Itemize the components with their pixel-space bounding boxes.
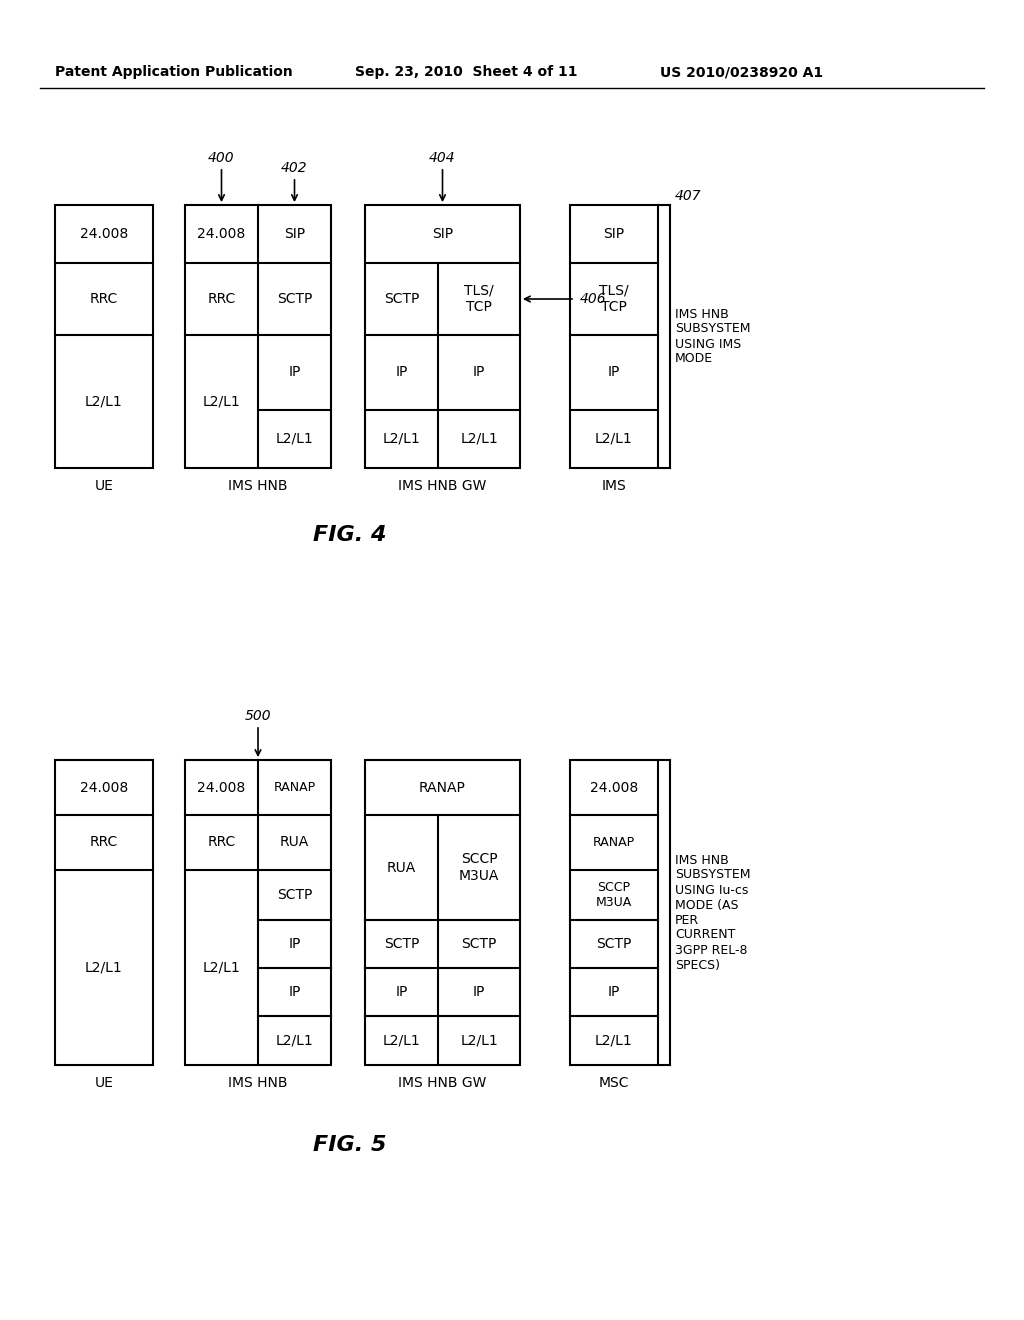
- Text: IP: IP: [473, 985, 485, 999]
- Text: IP: IP: [395, 366, 408, 380]
- Text: UE: UE: [94, 1076, 114, 1090]
- Text: L2/L1: L2/L1: [460, 1034, 498, 1048]
- Bar: [365, 760, 520, 1065]
- Text: Patent Application Publication: Patent Application Publication: [55, 65, 293, 79]
- Text: IP: IP: [289, 937, 301, 950]
- Text: UE: UE: [94, 479, 114, 492]
- Text: 500: 500: [245, 709, 271, 723]
- Text: SIP: SIP: [284, 227, 305, 242]
- Text: RRC: RRC: [208, 836, 236, 850]
- Text: SCTP: SCTP: [462, 937, 497, 950]
- Text: 24.008: 24.008: [198, 227, 246, 242]
- Bar: [570, 205, 658, 469]
- Text: IMS HNB
SUBSYSTEM
USING IMS
MODE: IMS HNB SUBSYSTEM USING IMS MODE: [675, 308, 751, 366]
- Text: SIP: SIP: [432, 227, 453, 242]
- Text: RANAP: RANAP: [593, 836, 635, 849]
- Text: SCCP
M3UA: SCCP M3UA: [459, 853, 499, 883]
- Text: IP: IP: [608, 985, 621, 999]
- Text: L2/L1: L2/L1: [203, 395, 241, 408]
- Text: L2/L1: L2/L1: [383, 432, 421, 446]
- Text: MSC: MSC: [599, 1076, 630, 1090]
- Text: 406: 406: [580, 292, 606, 306]
- Text: RRC: RRC: [90, 292, 118, 306]
- Text: 24.008: 24.008: [80, 780, 128, 795]
- Text: TLS/
TCP: TLS/ TCP: [464, 284, 494, 314]
- Bar: [55, 205, 153, 469]
- Bar: [185, 760, 331, 1065]
- Text: TLS/
TCP: TLS/ TCP: [599, 284, 629, 314]
- Text: SCTP: SCTP: [384, 292, 419, 306]
- Text: SCTP: SCTP: [276, 292, 312, 306]
- Text: 24.008: 24.008: [590, 780, 638, 795]
- Text: SCTP: SCTP: [384, 937, 419, 950]
- Bar: [570, 760, 658, 1065]
- Text: FIG. 5: FIG. 5: [313, 1135, 387, 1155]
- Text: RUA: RUA: [280, 836, 309, 850]
- Text: US 2010/0238920 A1: US 2010/0238920 A1: [660, 65, 823, 79]
- Text: SCTP: SCTP: [596, 937, 632, 950]
- Text: RANAP: RANAP: [273, 781, 315, 795]
- Text: L2/L1: L2/L1: [595, 432, 633, 446]
- Bar: [365, 205, 520, 469]
- Text: IMS HNB
SUBSYSTEM
USING Iu-cs
MODE (AS
PER
CURRENT
3GPP REL-8
SPECS): IMS HNB SUBSYSTEM USING Iu-cs MODE (AS P…: [675, 854, 751, 972]
- Bar: [55, 760, 153, 1065]
- Bar: [185, 205, 331, 469]
- Text: 404: 404: [429, 150, 456, 165]
- Text: IMS HNB: IMS HNB: [228, 1076, 288, 1090]
- Text: IMS HNB GW: IMS HNB GW: [398, 479, 486, 492]
- Text: SCCP
M3UA: SCCP M3UA: [596, 880, 632, 909]
- Text: RUA: RUA: [387, 861, 416, 874]
- Text: SCTP: SCTP: [276, 888, 312, 902]
- Text: L2/L1: L2/L1: [85, 395, 123, 408]
- Text: 24.008: 24.008: [198, 780, 246, 795]
- Text: RRC: RRC: [90, 836, 118, 850]
- Text: L2/L1: L2/L1: [383, 1034, 421, 1048]
- Text: Sep. 23, 2010  Sheet 4 of 11: Sep. 23, 2010 Sheet 4 of 11: [355, 65, 578, 79]
- Text: 402: 402: [282, 161, 308, 176]
- Text: L2/L1: L2/L1: [203, 961, 241, 974]
- Text: IP: IP: [289, 985, 301, 999]
- Text: L2/L1: L2/L1: [85, 961, 123, 974]
- Text: IP: IP: [608, 366, 621, 380]
- Text: L2/L1: L2/L1: [460, 432, 498, 446]
- Text: RANAP: RANAP: [419, 780, 466, 795]
- Text: RRC: RRC: [208, 292, 236, 306]
- Text: 24.008: 24.008: [80, 227, 128, 242]
- Text: L2/L1: L2/L1: [595, 1034, 633, 1048]
- Text: FIG. 4: FIG. 4: [313, 525, 387, 545]
- Text: 407: 407: [675, 189, 701, 203]
- Text: IP: IP: [395, 985, 408, 999]
- Text: IP: IP: [473, 366, 485, 380]
- Text: IP: IP: [289, 366, 301, 380]
- Text: SIP: SIP: [603, 227, 625, 242]
- Text: IMS: IMS: [602, 479, 627, 492]
- Text: L2/L1: L2/L1: [275, 1034, 313, 1048]
- Text: IMS HNB GW: IMS HNB GW: [398, 1076, 486, 1090]
- Text: L2/L1: L2/L1: [275, 432, 313, 446]
- Text: 400: 400: [208, 150, 234, 165]
- Text: IMS HNB: IMS HNB: [228, 479, 288, 492]
